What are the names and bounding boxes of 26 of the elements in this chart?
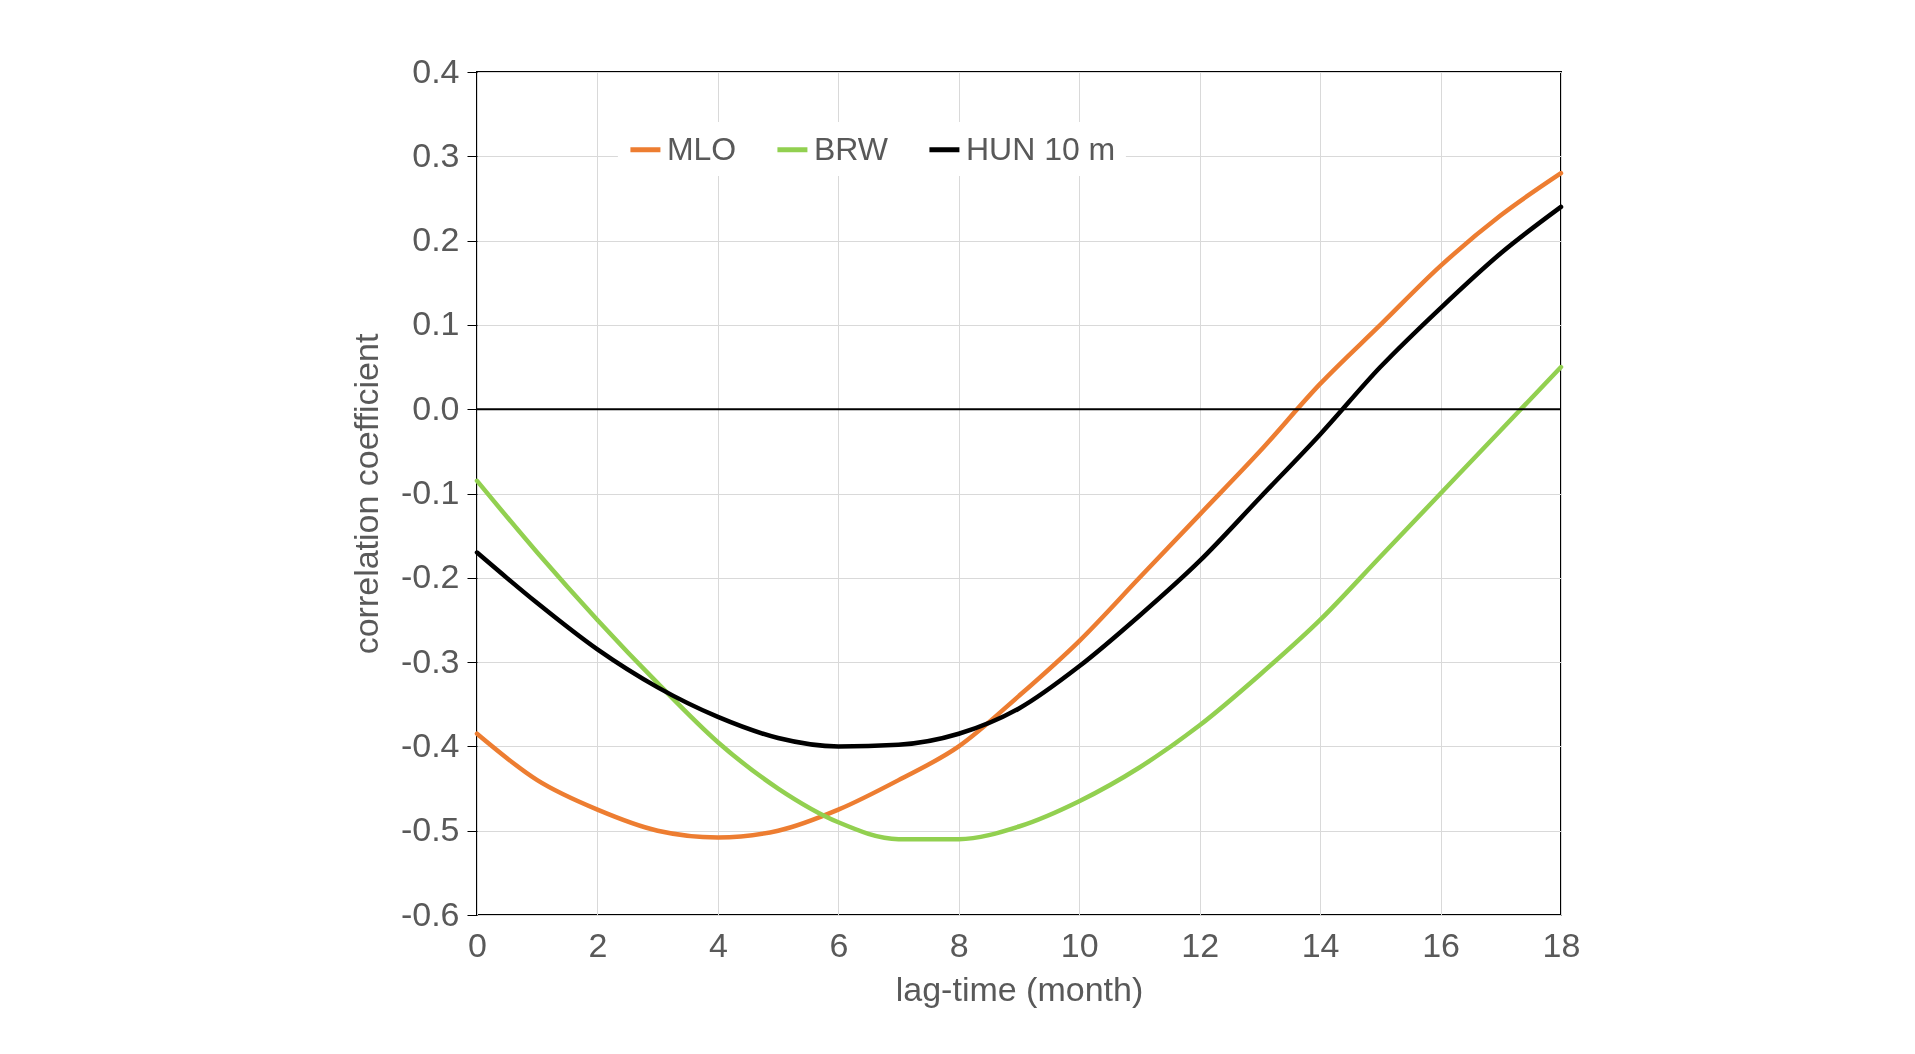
y-tick-label: -0.6 [400, 894, 460, 933]
x-tick-label: 2 [588, 925, 608, 964]
x-tick-label: 4 [708, 925, 728, 964]
y-tick-label: -0.2 [400, 557, 460, 596]
y-tick-label: -0.3 [400, 641, 460, 680]
y-tick-label: -0.5 [400, 810, 460, 849]
x-tick-label: 12 [1181, 925, 1220, 964]
x-tick-label: 0 [468, 925, 487, 964]
x-tick-label: 10 [1060, 925, 1099, 964]
legend-label: MLO [666, 130, 737, 167]
legend-label: HUN 10 m [965, 130, 1116, 167]
y-tick-label: 0.0 [412, 388, 460, 427]
y-tick-label: 0.3 [412, 135, 460, 174]
x-axis-title: lag-time (month) [895, 969, 1144, 1008]
y-axis-title: correlation coefficient [346, 333, 385, 655]
legend-label: BRW [813, 130, 889, 167]
y-tick-label: 0.4 [412, 51, 460, 90]
x-tick-label: 14 [1301, 925, 1340, 964]
y-tick-label: 0.2 [412, 220, 460, 259]
y-tick-label: 0.1 [412, 304, 460, 343]
y-tick-label: -0.1 [400, 473, 460, 511]
x-tick-label: 18 [1542, 925, 1581, 964]
y-tick-label: -0.4 [400, 725, 460, 764]
x-tick-label: 16 [1422, 925, 1460, 964]
x-tick-label: 6 [829, 925, 849, 964]
x-tick-label: 8 [949, 925, 969, 964]
